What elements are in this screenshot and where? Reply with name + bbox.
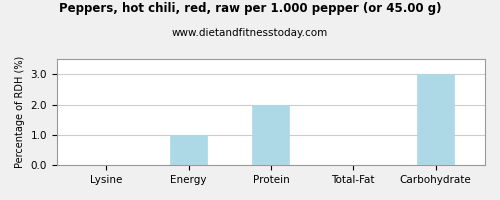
Bar [417, 74, 454, 165]
Text: www.dietandfitnesstoday.com: www.dietandfitnesstoday.com [172, 28, 328, 38]
Bar [252, 105, 290, 165]
Bar [170, 135, 207, 165]
Text: Peppers, hot chili, red, raw per 1.000 pepper (or 45.00 g): Peppers, hot chili, red, raw per 1.000 p… [59, 2, 442, 15]
Y-axis label: Percentage of RDH (%): Percentage of RDH (%) [15, 56, 25, 168]
